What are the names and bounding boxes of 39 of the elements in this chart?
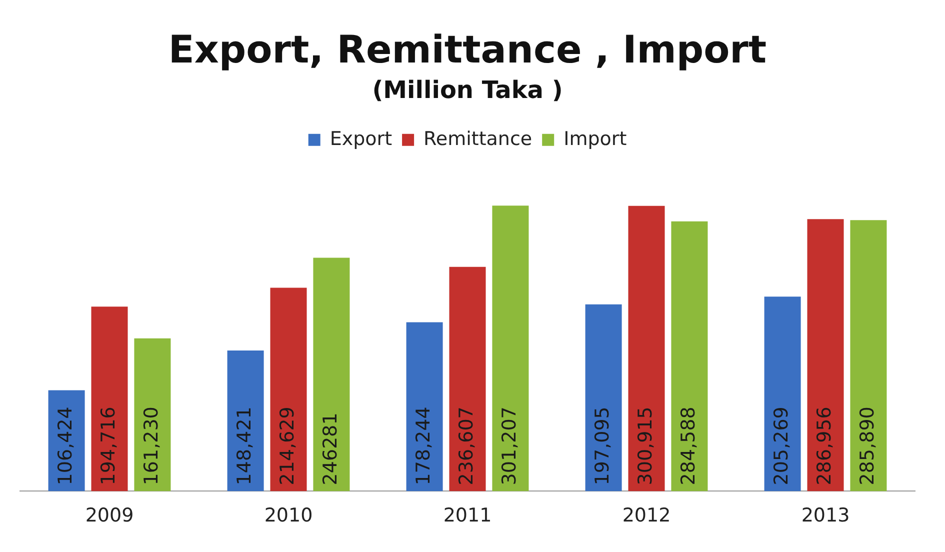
data-label: 106,424	[54, 406, 76, 486]
bar	[492, 206, 529, 492]
bar	[313, 258, 350, 492]
bar	[134, 338, 171, 492]
data-label: 205,269	[770, 406, 792, 486]
data-label: 161,230	[140, 406, 162, 486]
data-label: 214,629	[276, 406, 298, 486]
data-label: 286,956	[813, 406, 836, 486]
x-tick-label: 2009	[85, 504, 134, 527]
data-label: 246281	[319, 412, 342, 486]
legend-label: Remittance	[424, 128, 532, 150]
bar	[807, 219, 844, 492]
data-label: 284,588	[677, 406, 700, 486]
bar	[449, 266, 486, 492]
bar	[227, 350, 264, 492]
x-tick-label: 2013	[801, 504, 850, 527]
bar	[585, 304, 622, 492]
data-label: 301,207	[498, 406, 520, 486]
data-label: 300,915	[634, 406, 656, 486]
bar	[628, 206, 665, 492]
data-label: 285,890	[856, 406, 878, 486]
chart-subtitle: (Million Taka )	[372, 76, 563, 104]
bar	[406, 322, 443, 492]
bar	[764, 296, 801, 492]
legend-label: Export	[330, 128, 392, 150]
data-label: 148,421	[233, 406, 256, 486]
bar	[671, 221, 708, 492]
data-label: 178,244	[412, 406, 434, 486]
legend-label: Import	[564, 128, 627, 150]
data-label: 194,716	[97, 406, 120, 486]
bar	[850, 220, 887, 492]
x-tick-label: 2012	[622, 504, 671, 527]
x-tick-label: 2010	[264, 504, 313, 527]
bar	[270, 288, 307, 492]
data-label: 236,607	[455, 406, 478, 486]
chart-title: Export, Remittance , Import	[168, 28, 767, 72]
bar	[91, 306, 128, 492]
data-label: 197,095	[591, 406, 614, 486]
x-tick-label: 2011	[443, 504, 492, 527]
